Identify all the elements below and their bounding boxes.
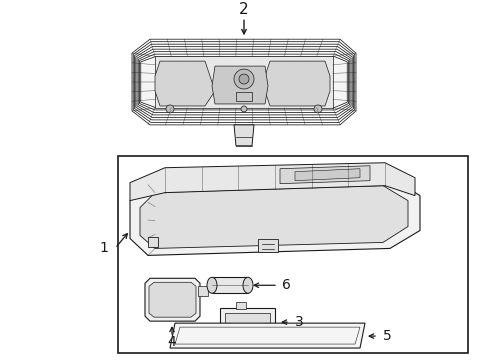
Text: 2: 2 (239, 2, 248, 17)
Polygon shape (170, 323, 364, 348)
Text: 4: 4 (167, 335, 176, 349)
Circle shape (234, 69, 253, 89)
Polygon shape (130, 178, 419, 255)
Circle shape (313, 105, 321, 113)
Polygon shape (264, 61, 329, 106)
Bar (155, 56, 332, 108)
Circle shape (241, 106, 246, 112)
Polygon shape (149, 282, 196, 317)
Polygon shape (280, 166, 369, 184)
Circle shape (165, 105, 174, 113)
Polygon shape (141, 57, 346, 107)
Polygon shape (140, 186, 407, 248)
Bar (212, 277, 247, 293)
Ellipse shape (206, 277, 217, 293)
Polygon shape (294, 169, 359, 181)
Polygon shape (234, 125, 253, 146)
Text: 6: 6 (282, 278, 290, 292)
Bar (224, 313, 269, 333)
Polygon shape (145, 278, 200, 321)
Polygon shape (212, 66, 267, 104)
Bar (258, 239, 278, 252)
Ellipse shape (243, 277, 252, 293)
Bar (220, 308, 274, 338)
Bar (148, 238, 158, 247)
Polygon shape (130, 163, 414, 201)
Bar (236, 92, 251, 101)
Text: 1: 1 (99, 242, 108, 255)
Polygon shape (155, 61, 215, 106)
Bar (236, 302, 245, 309)
Text: 3: 3 (294, 315, 303, 329)
Circle shape (239, 74, 248, 84)
Text: 5: 5 (382, 329, 391, 343)
Bar (198, 286, 207, 296)
Bar (118, 156, 467, 353)
